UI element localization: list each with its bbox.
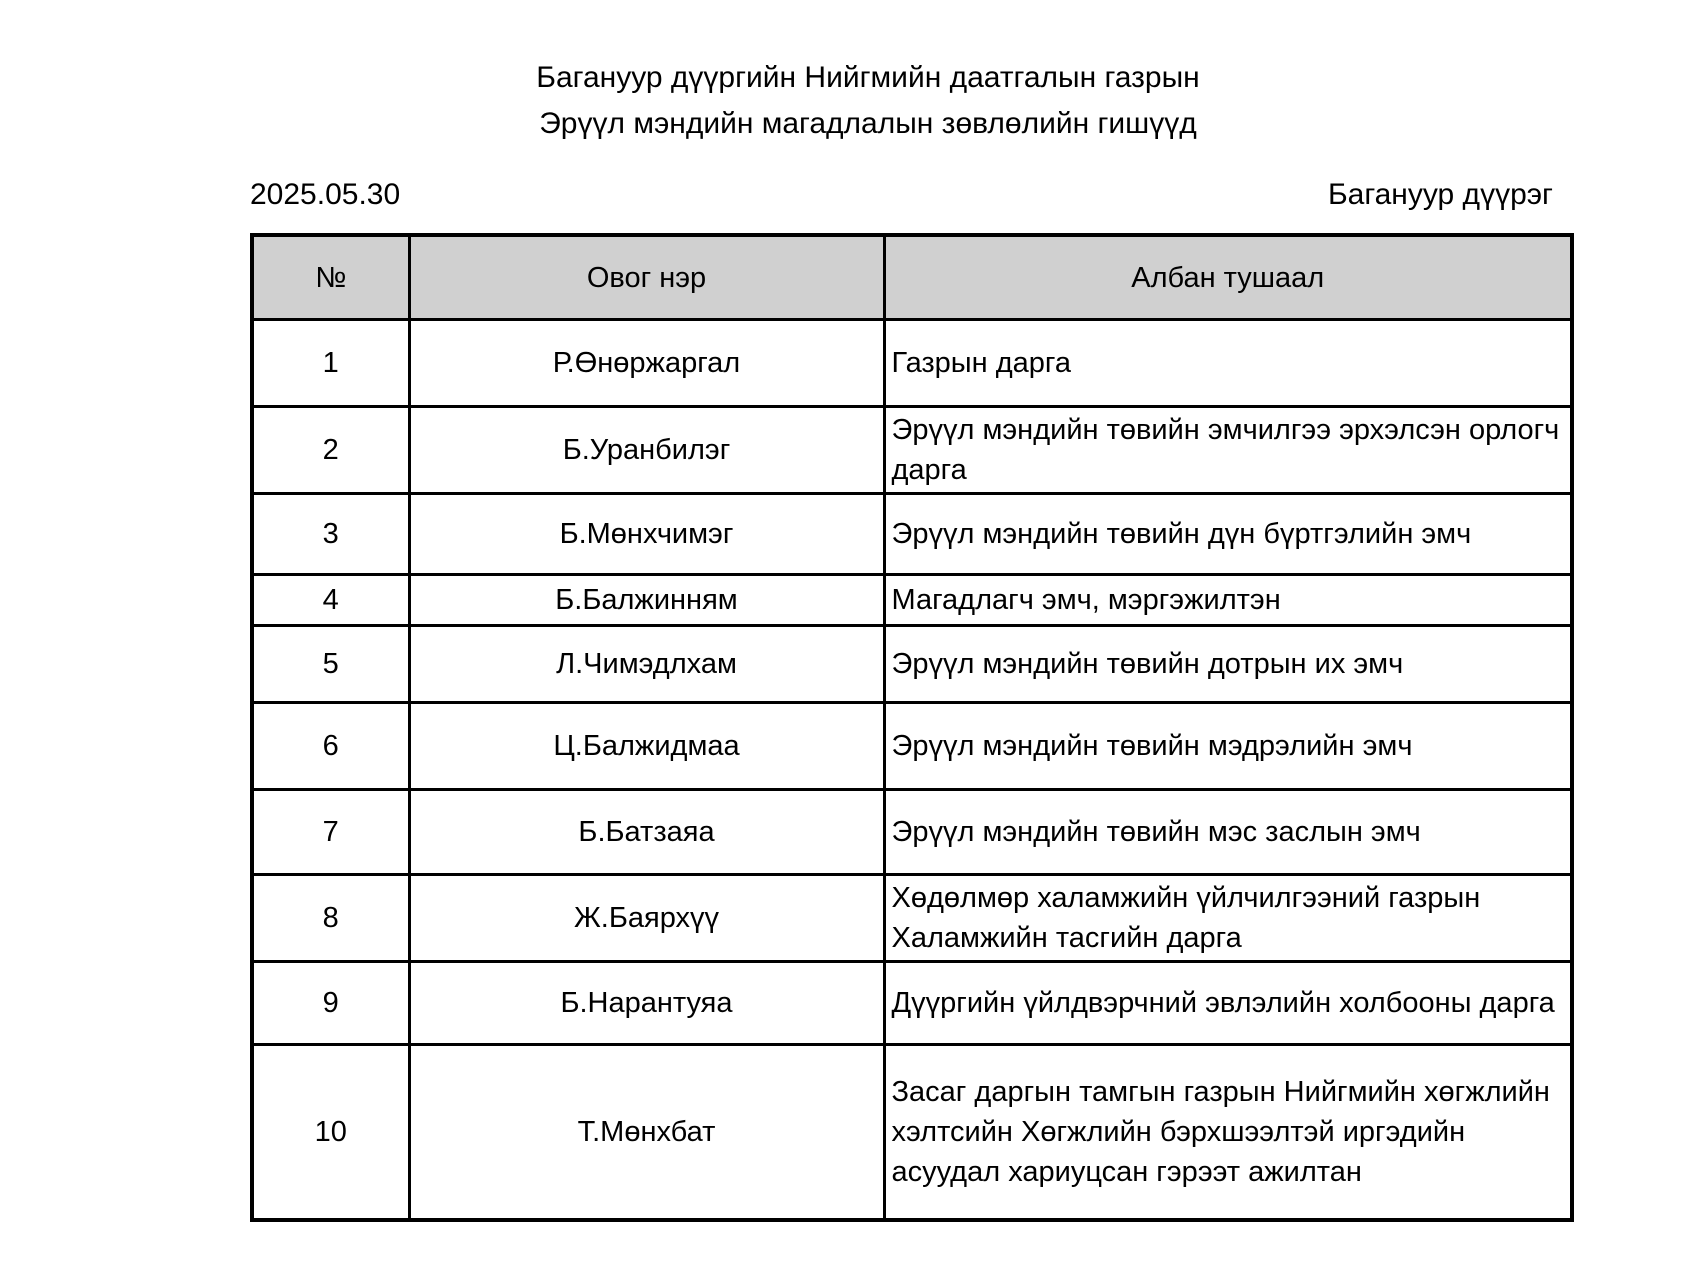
table-row: 8 Ж.Баярхүү Хөдөлмөр халамжийн үйлчилгээ… (250, 873, 1574, 963)
cell-no: 1 (250, 318, 411, 408)
cell-name: Б.Уранбилэг (407, 405, 886, 495)
table-row: 9 Б.Нарантуяа Дүүргийн үйлдвэрчний эвлэл… (250, 960, 1574, 1046)
cell-name: Л.Чимэдлхам (407, 624, 886, 704)
table-row: 7 Б.Батзаяа Эрүүл мэндийн төвийн мэс зас… (250, 788, 1574, 876)
cell-name: Ц.Балжидмаа (407, 701, 886, 791)
table-row: 4 Б.Балжинням Магадлагч эмч, мэргэжилтэн (250, 573, 1574, 627)
cell-position: Эрүүл мэндийн төвийн мэс заслын эмч (882, 788, 1574, 876)
cell-position: Эрүүл мэндийн төвийн эмчилгээ эрхэлсэн о… (882, 405, 1574, 495)
cell-name: Т.Мөнхбат (407, 1043, 886, 1222)
cell-position: Дүүргийн үйлдвэрчний эвлэлийн холбооны д… (882, 960, 1574, 1046)
cell-position: Газрын дарга (882, 318, 1574, 408)
table-header-row: № Овог нэр Албан тушаал (250, 233, 1574, 321)
meta-row: 2025.05.30 Багануур дүүрэг (250, 177, 1570, 213)
cell-name: Р.Өнөржаргал (407, 318, 886, 408)
col-header-position: Албан тушаал (882, 233, 1574, 321)
table-row: 1 Р.Өнөржаргал Газрын дарга (250, 318, 1574, 408)
title-line-2: Эрүүл мэндийн магадлалын зөвлөлийн гишүү… (539, 107, 1197, 140)
table-row: 10 Т.Мөнхбат Засаг даргын тамгын газрын … (250, 1043, 1574, 1222)
document-page: Багануур дүүргийн Нийгмийн даатгалын газ… (250, 0, 1574, 1222)
cell-position: Магадлагч эмч, мэргэжилтэн (882, 573, 1574, 627)
document-title: Багануур дүүргийн Нийгмийн даатгалын газ… (250, 55, 1486, 147)
members-table: № Овог нэр Албан тушаал 1 Р.Өнөржаргал Г… (250, 233, 1574, 1222)
cell-position: Хөдөлмөр халамжийн үйлчилгээний газрын Х… (882, 873, 1574, 963)
col-header-name: Овог нэр (407, 233, 886, 321)
cell-name: Б.Батзаяа (407, 788, 886, 876)
table-row: 6 Ц.Балжидмаа Эрүүл мэндийн төвийн мэдрэ… (250, 701, 1574, 791)
table-row: 3 Б.Мөнхчимэг Эрүүл мэндийн төвийн дүн б… (250, 492, 1574, 576)
cell-name: Ж.Баярхүү (407, 873, 886, 963)
cell-position: Эрүүл мэндийн төвийн мэдрэлийн эмч (882, 701, 1574, 791)
cell-no: 7 (250, 788, 411, 876)
cell-no: 5 (250, 624, 411, 704)
cell-position: Засаг даргын тамгын газрын Нийгмийн хөгж… (882, 1043, 1574, 1222)
cell-no: 4 (250, 573, 411, 627)
cell-no: 6 (250, 701, 411, 791)
cell-no: 2 (250, 405, 411, 495)
cell-no: 10 (250, 1043, 411, 1222)
col-header-no: № (250, 233, 411, 321)
document-location: Багануур дүүрэг (1327, 178, 1553, 211)
title-line-1: Багануур дүүргийн Нийгмийн даатгалын газ… (536, 61, 1200, 94)
cell-no: 3 (250, 492, 411, 576)
cell-position: Эрүүл мэндийн төвийн дотрын их эмч (882, 624, 1574, 704)
cell-name: Б.Нарантуяа (407, 960, 886, 1046)
cell-no: 9 (250, 960, 411, 1046)
cell-name: Б.Балжинням (407, 573, 886, 627)
table-row: 2 Б.Уранбилэг Эрүүл мэндийн төвийн эмчил… (250, 405, 1574, 495)
cell-name: Б.Мөнхчимэг (407, 492, 886, 576)
table-row: 5 Л.Чимэдлхам Эрүүл мэндийн төвийн дотры… (250, 624, 1574, 704)
document-date: 2025.05.30 (250, 178, 401, 211)
cell-position: Эрүүл мэндийн төвийн дүн бүртгэлийн эмч (882, 492, 1574, 576)
cell-no: 8 (250, 873, 411, 963)
